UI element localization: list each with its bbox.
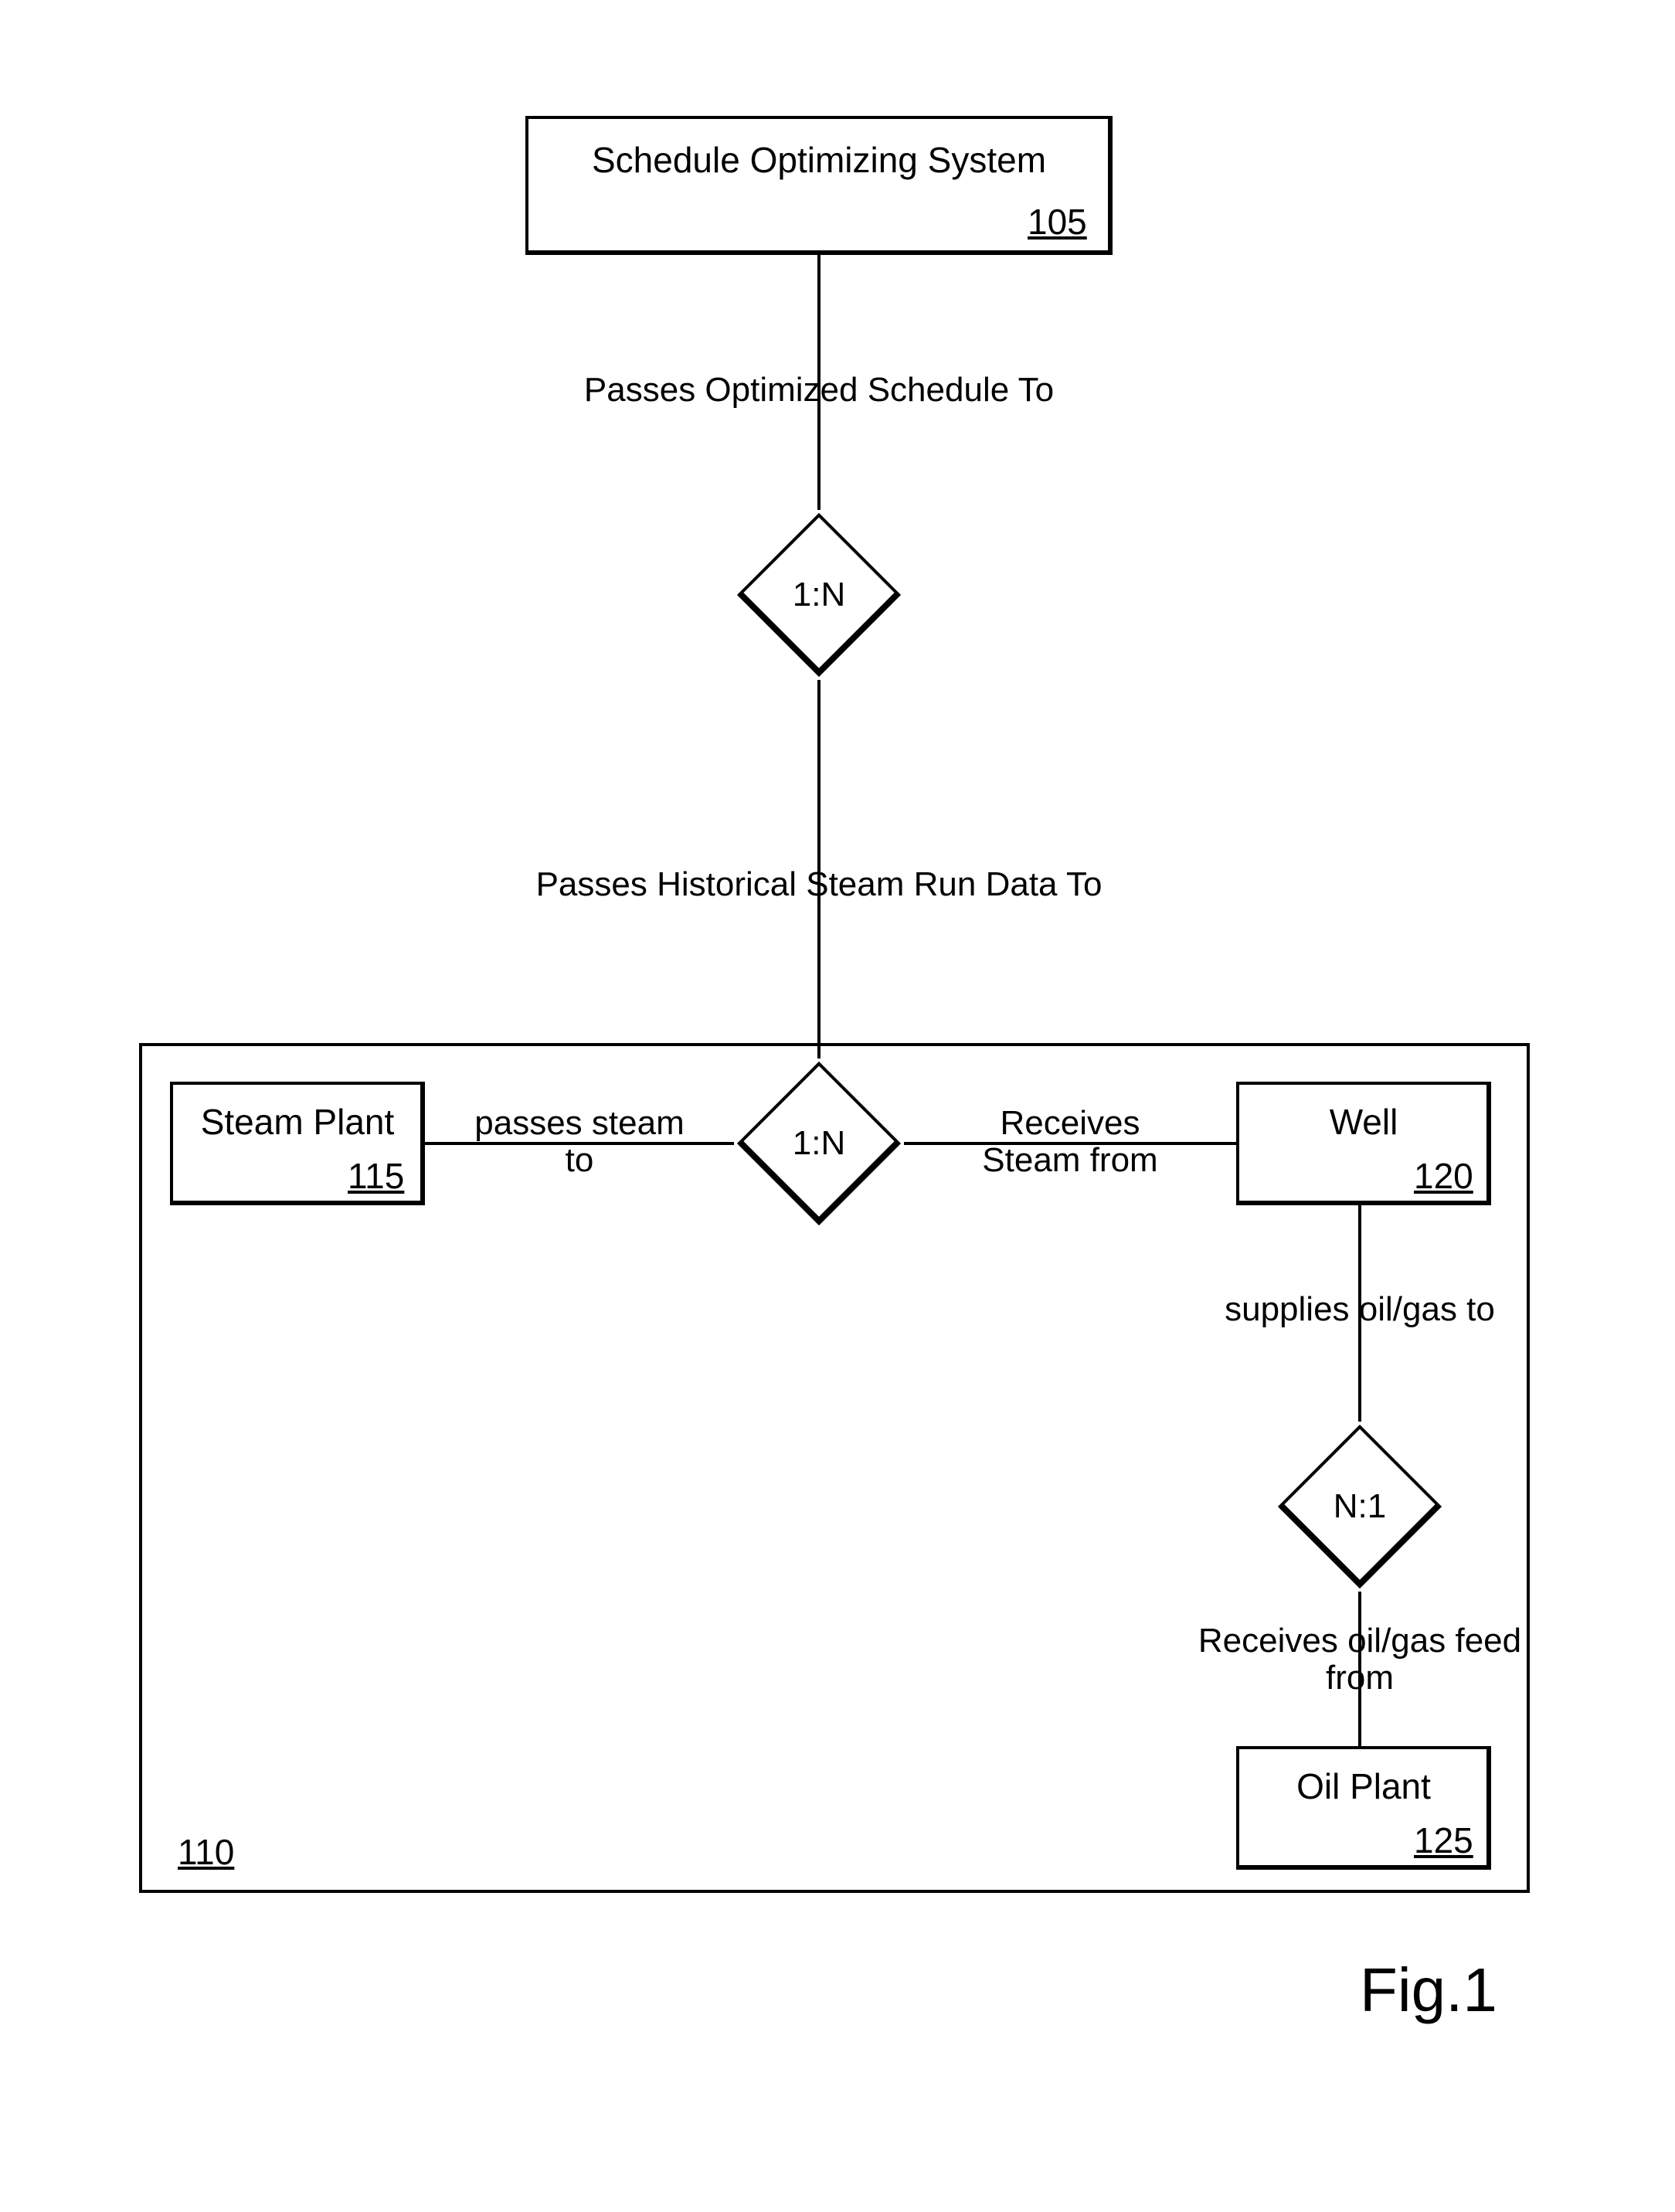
oil-plant-ref: 125 bbox=[1414, 1820, 1473, 1861]
diamond-top-label: 1:N bbox=[742, 576, 896, 614]
edge-5-label: supplies oil/gas to bbox=[1198, 1290, 1522, 1329]
figure-label: Fig.1 bbox=[1360, 1955, 1497, 2026]
schedule-system-ref: 105 bbox=[1028, 201, 1087, 243]
well-ref: 120 bbox=[1414, 1155, 1473, 1197]
diamond-bot-label: N:1 bbox=[1283, 1487, 1437, 1526]
steam-plant-ref: 115 bbox=[348, 1155, 404, 1197]
edge-4-label: Receives Steam from bbox=[919, 1105, 1221, 1180]
steam-plant-label: Steam Plant bbox=[170, 1101, 425, 1143]
schedule-system-box bbox=[525, 116, 1113, 255]
edge-6-label: Receives oil/gas feed from bbox=[1159, 1622, 1561, 1697]
well-label: Well bbox=[1236, 1101, 1491, 1143]
edge-1-label: Passes Optimized Schedule To bbox=[525, 371, 1113, 409]
diamond-mid-label: 1:N bbox=[742, 1124, 896, 1163]
diagram-canvas: Schedule Optimizing System 105 Passes Op… bbox=[0, 0, 1675, 2212]
container-ref: 110 bbox=[178, 1831, 234, 1873]
schedule-system-label: Schedule Optimizing System bbox=[525, 139, 1113, 181]
oil-plant-label: Oil Plant bbox=[1236, 1765, 1491, 1807]
edge-2-label: Passes Historical Steam Run Data To bbox=[464, 865, 1174, 904]
edge-3-label: passes steam to bbox=[433, 1105, 726, 1180]
